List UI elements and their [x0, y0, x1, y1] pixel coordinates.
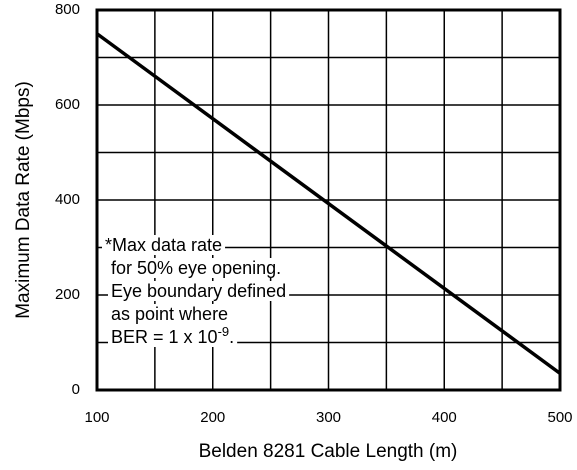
annotation: *Max data rate for 50% eye opening. Eye bo… — [102, 235, 290, 347]
x-tick-label: 300 — [316, 409, 341, 426]
x-tick-label: 200 — [200, 409, 225, 426]
annotation-backing — [108, 281, 290, 301]
annotation-backing — [102, 235, 226, 255]
y-tick-label: 200 — [55, 286, 80, 303]
data-line — [95, 32, 562, 375]
y-tick-label: 400 — [55, 191, 80, 208]
marks — [95, 32, 562, 375]
annotation-backing — [108, 304, 232, 324]
annotation-backing — [108, 324, 238, 347]
x-tick-label: 500 — [547, 409, 572, 426]
annotation-superscript: -9 — [218, 324, 230, 339]
x-tick-label: 100 — [84, 409, 109, 426]
y-axis-title: Maximum Data Rate (Mbps) — [13, 81, 34, 319]
x-axis-title: Belden 8281 Cable Length (m) — [199, 441, 458, 462]
annotation-suffix: . — [229, 327, 234, 347]
annotation-line: for 50% eye opening. — [111, 258, 281, 278]
annotation-text: BER = 1 x 10 — [111, 327, 218, 347]
x-tick-label: 400 — [432, 409, 457, 426]
annotation-line: *Max data rate — [105, 235, 222, 255]
annotation-line: as point where — [111, 304, 228, 324]
annotation-line: Eye boundary defined — [111, 281, 286, 301]
plot-frame — [95, 8, 562, 392]
annotation-backing — [108, 258, 285, 278]
y-tick-label: 800 — [55, 1, 80, 18]
y-tick-label: 600 — [55, 96, 80, 113]
annotation-line: BER = 1 x 10-9. — [111, 324, 234, 347]
y-tick-label: 0 — [72, 381, 80, 398]
